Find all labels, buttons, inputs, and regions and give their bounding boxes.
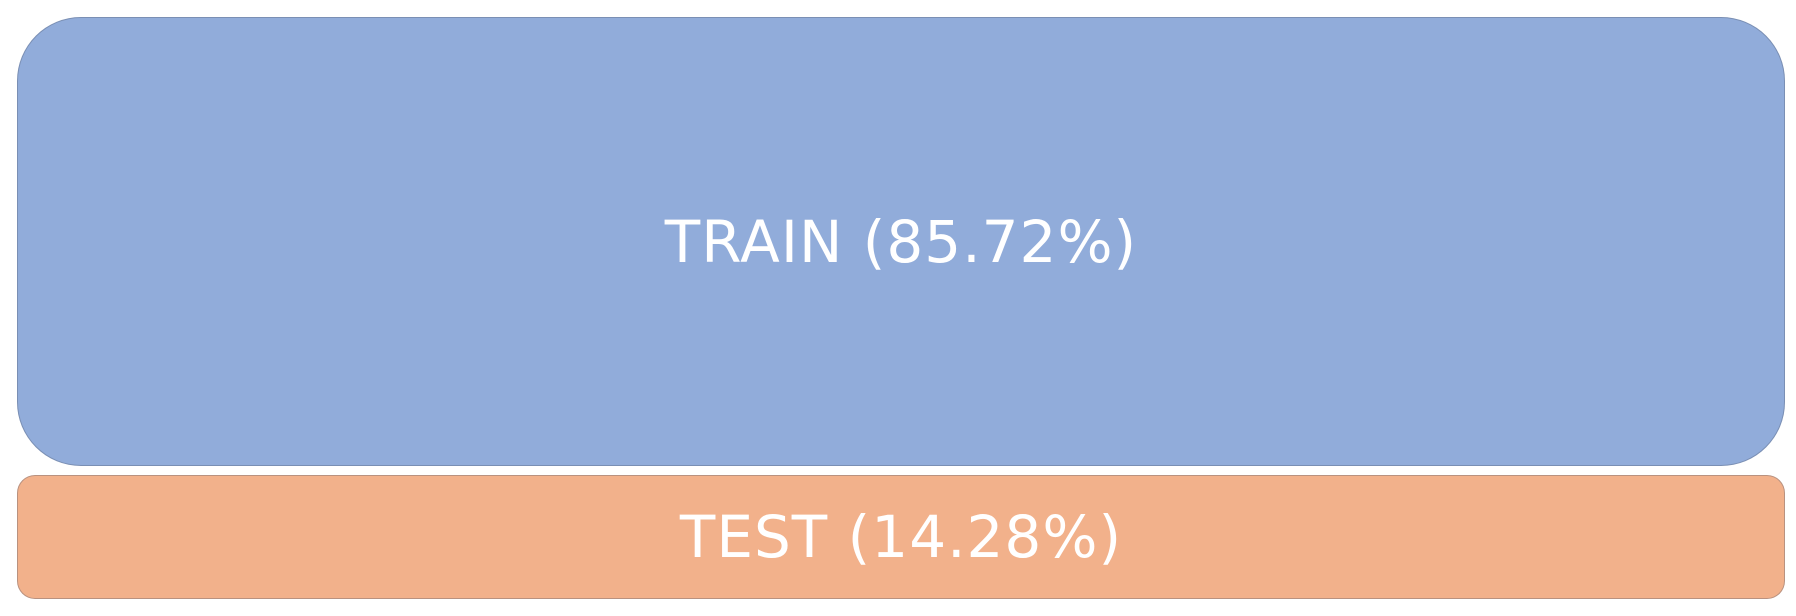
test-segment: TEST (14.28%) xyxy=(17,475,1785,599)
test-label: TEST (14.28%) xyxy=(679,503,1123,571)
train-label: TRAIN (85.72%) xyxy=(664,207,1138,276)
train-segment: TRAIN (85.72%) xyxy=(17,17,1785,466)
